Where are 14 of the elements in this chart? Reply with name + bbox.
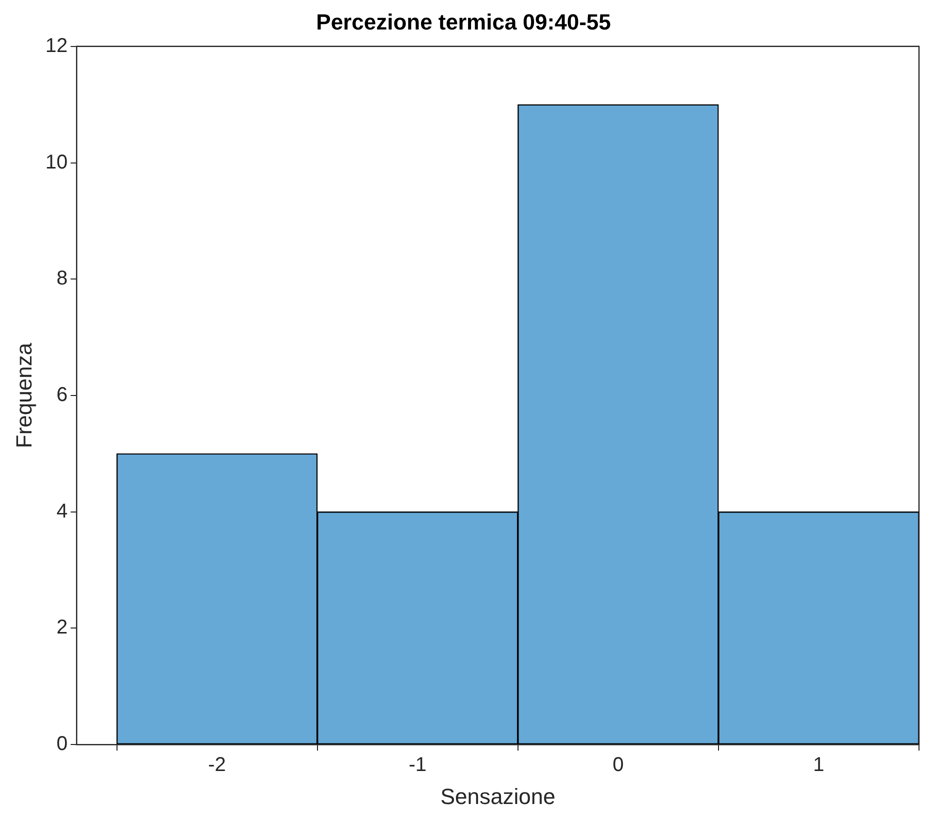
x-tick-label: -2 — [208, 754, 226, 776]
y-tick-label: 0 — [56, 733, 68, 756]
y-tick-label: 6 — [56, 384, 68, 406]
y-tick-label: 4 — [56, 500, 68, 522]
x-axis-title: Sensazione — [440, 784, 556, 809]
y-tick-label: 8 — [56, 268, 68, 290]
y-tick-label: 2 — [56, 616, 68, 639]
chart-title: Percezione termica 09:40-55 — [316, 9, 611, 34]
y-axis-title: Frequenza — [11, 342, 36, 448]
y-tick-label: 12 — [45, 34, 68, 57]
x-tick-label: 0 — [612, 754, 624, 776]
x-tick-label: -1 — [408, 754, 426, 776]
y-tick-label: 10 — [45, 151, 68, 174]
x-tick-label: 1 — [813, 754, 824, 776]
